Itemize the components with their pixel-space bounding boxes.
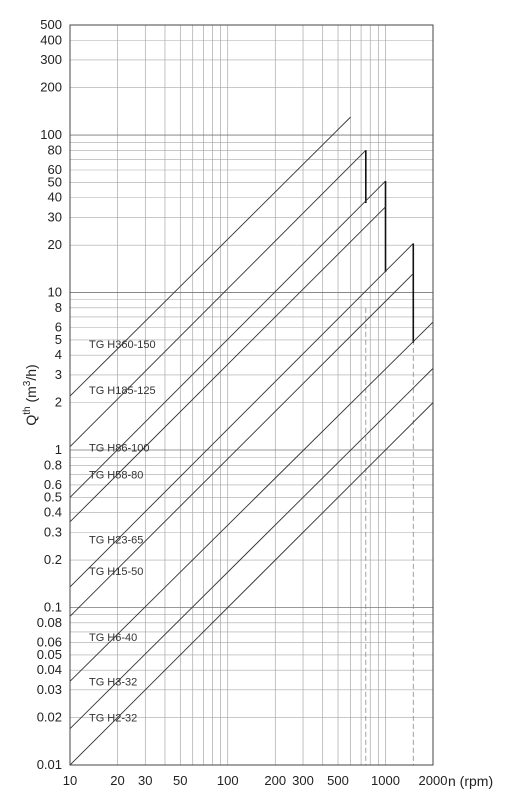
x-tick-label: 30 — [138, 773, 152, 788]
series-line — [69, 150, 367, 448]
y-tick-label: 60 — [48, 162, 62, 177]
y-tick-label: 0.03 — [37, 682, 62, 697]
series-line — [69, 273, 414, 617]
series-label: TG H23-65 — [89, 535, 143, 547]
series-label: TG H6-40 — [89, 632, 137, 644]
y-tick-label: 1 — [55, 442, 62, 457]
y-tick-label: 0.1 — [44, 600, 62, 615]
series-line — [69, 206, 386, 523]
y-axis-title: Qth (m3/h) — [22, 364, 39, 425]
dashed-guides — [365, 307, 434, 765]
y-tick-label: 0.08 — [37, 615, 62, 630]
y-tick-label: 0.06 — [37, 634, 62, 649]
y-tick-label: 0.02 — [37, 710, 62, 725]
y-tick-label: 400 — [40, 32, 62, 47]
y-tick-label: 2 — [55, 395, 62, 410]
plot-frame — [69, 24, 434, 766]
series-label: TG H185-125 — [89, 385, 156, 397]
series-line — [69, 243, 414, 588]
y-tick-label: 40 — [48, 190, 62, 205]
y-tick-label: 50 — [48, 174, 62, 189]
x-tick-label: 1000 — [371, 773, 400, 788]
series-label: TG H3-32 — [89, 676, 137, 688]
x-tick-label: 10 — [63, 773, 77, 788]
series-line — [69, 116, 351, 397]
y-tick-label: 0.05 — [37, 647, 62, 662]
y-tick-label: 0.01 — [37, 757, 62, 772]
y-tick-label: 0.5 — [44, 489, 62, 504]
y-tick-label: 30 — [48, 209, 62, 224]
x-tick-label: 100 — [217, 773, 239, 788]
y-tick-label: 0.4 — [44, 505, 62, 520]
y-axis-title-unit-open: (m — [23, 386, 39, 406]
y-axis-title-unit-close: /h) — [23, 364, 39, 380]
series-label: TG H58-80 — [89, 469, 143, 481]
x-tick-label: 2000 — [419, 773, 448, 788]
series-line — [69, 402, 434, 766]
series-line — [69, 180, 386, 498]
y-tick-label: 300 — [40, 52, 62, 67]
x-tick-label: 500 — [327, 773, 349, 788]
y-tick-label: 3 — [55, 367, 62, 382]
y-tick-label: 10 — [48, 285, 62, 300]
y-tick-label: 6 — [55, 319, 62, 334]
y-tick-label: 5 — [55, 332, 62, 347]
series-lines — [69, 116, 434, 766]
series-label: TG H86-100 — [89, 442, 150, 454]
x-tick-labels: 10 20 30 50 100 200 300 500 1000 2000 — [63, 773, 448, 788]
series-line — [69, 321, 434, 682]
y-tick-label: 200 — [40, 80, 62, 95]
y-tick-label: 0.2 — [44, 552, 62, 567]
y-axis-title-main: Q — [23, 415, 39, 426]
y-axis-title-unit-sup: 3 — [22, 380, 33, 386]
y-tick-label: 0.8 — [44, 457, 62, 472]
y-tick-label: 100 — [40, 127, 62, 142]
y-tick-labels: 0.01 0.02 0.03 0.040.050.06 0.080.1 0.2 0.3 0.4… — [37, 17, 62, 772]
y-axis-title-sup: th — [22, 406, 33, 414]
series-label: TG H360-150 — [89, 339, 156, 351]
y-tick-label: 20 — [48, 237, 62, 252]
y-tick-label: 8 — [55, 300, 62, 315]
x-tick-label: 300 — [292, 773, 314, 788]
series-label: TG H15-50 — [89, 566, 143, 578]
x-tick-label: 200 — [264, 773, 286, 788]
y-tick-label: 0.04 — [37, 662, 62, 677]
y-tick-label: 0.6 — [44, 477, 62, 492]
x-tick-label: 20 — [110, 773, 124, 788]
series-label: TG H2-32 — [89, 713, 137, 725]
y-tick-label: 500 — [40, 17, 62, 32]
series-line — [69, 368, 434, 730]
x-axis-title: n (rpm) — [448, 773, 493, 789]
y-tick-label: 80 — [48, 142, 62, 157]
x-tick-label: 50 — [173, 773, 187, 788]
y-tick-label: 4 — [55, 347, 62, 362]
series-labels: TG H360-150 TG H185-125 TG H86-100 TG H58-8… — [89, 339, 156, 724]
y-tick-label: 0.3 — [44, 524, 62, 539]
